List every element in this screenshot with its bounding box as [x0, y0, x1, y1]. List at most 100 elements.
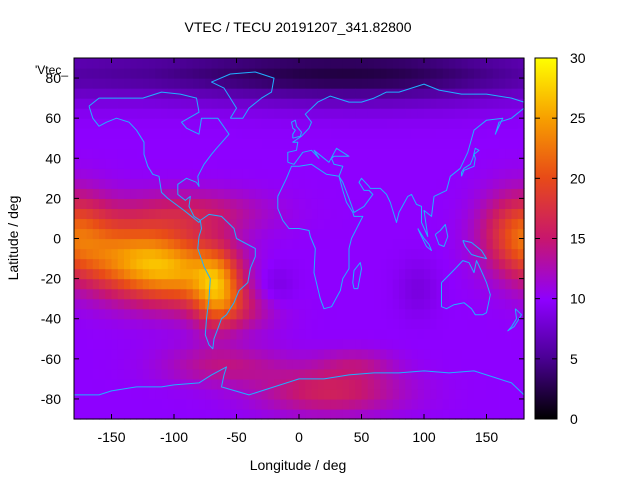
heatmap-cell	[399, 118, 406, 129]
heatmap-cell	[430, 108, 438, 119]
heatmap-cell	[292, 278, 300, 290]
heatmap-cell	[211, 408, 219, 420]
heatmap-cell	[305, 218, 313, 230]
heatmap-cell	[399, 308, 406, 320]
heatmap-cell	[374, 88, 381, 99]
heatmap-cell	[180, 188, 188, 199]
heatmap-cell	[499, 398, 506, 410]
heatmap-cell	[236, 368, 244, 380]
heatmap-cell	[517, 348, 525, 360]
heatmap-cell	[330, 298, 338, 310]
heatmap-cell	[292, 398, 300, 410]
heatmap-cell	[242, 158, 250, 169]
heatmap-cell	[399, 188, 406, 199]
heatmap-cell	[324, 328, 331, 340]
heatmap-cell	[424, 358, 431, 370]
heatmap-cell	[192, 148, 200, 159]
heatmap-cell	[430, 58, 438, 69]
heatmap-cell	[142, 248, 150, 260]
heatmap-cell	[167, 308, 175, 320]
heatmap-cell	[217, 378, 225, 390]
heatmap-cell	[274, 338, 281, 350]
heatmap-cell	[505, 358, 513, 370]
heatmap-cell	[242, 368, 250, 380]
heatmap-cell	[430, 338, 438, 350]
heatmap-cell	[367, 208, 375, 220]
heatmap-cell	[111, 378, 119, 390]
heatmap-cell	[242, 198, 250, 210]
heatmap-cell	[192, 308, 200, 320]
heatmap-cell	[386, 318, 394, 330]
heatmap-cell	[499, 208, 506, 220]
heatmap-cell	[174, 238, 181, 250]
heatmap-cell	[249, 408, 256, 420]
heatmap-cell	[392, 78, 400, 89]
heatmap-cell	[142, 238, 150, 250]
heatmap-cell	[192, 328, 200, 340]
heatmap-cell	[411, 178, 419, 189]
heatmap-cell	[180, 148, 188, 159]
heatmap-cell	[292, 318, 300, 330]
heatmap-cell	[411, 88, 419, 99]
heatmap-cell	[499, 308, 506, 320]
heatmap-cell	[99, 198, 106, 210]
heatmap-cell	[80, 328, 88, 340]
heatmap-cell	[361, 178, 369, 189]
heatmap-cell	[230, 288, 238, 300]
heatmap-cell	[467, 348, 475, 360]
heatmap-cell	[124, 368, 131, 380]
heatmap-cell	[142, 398, 150, 410]
heatmap-cell	[505, 208, 513, 220]
heatmap-cell	[117, 408, 125, 420]
heatmap-cell	[99, 88, 106, 99]
y-tick-label: 60	[45, 110, 61, 126]
heatmap-cell	[117, 288, 125, 300]
heatmap-cell	[417, 158, 425, 169]
heatmap-cell	[286, 368, 294, 380]
heatmap-cell	[161, 128, 169, 139]
heatmap-cell	[130, 298, 138, 310]
heatmap-cell	[392, 118, 400, 129]
heatmap-cell	[192, 168, 200, 179]
heatmap-cell	[261, 368, 269, 380]
heatmap-cell	[505, 398, 513, 410]
heatmap-cell	[430, 128, 438, 139]
heatmap-cell	[405, 248, 413, 260]
heatmap-cell	[455, 248, 463, 260]
heatmap-cell	[236, 118, 244, 129]
heatmap-cell	[230, 238, 238, 250]
heatmap-cell	[286, 198, 294, 210]
heatmap-cell	[505, 198, 513, 210]
heatmap-cell	[249, 138, 256, 149]
heatmap-cell	[455, 378, 463, 390]
heatmap-cell	[192, 378, 200, 390]
heatmap-cell	[274, 348, 281, 360]
heatmap-cell	[417, 368, 425, 380]
heatmap-cell	[399, 268, 406, 280]
heatmap-cell	[217, 328, 225, 340]
heatmap-cell	[105, 408, 113, 420]
heatmap-cell	[186, 238, 194, 250]
heatmap-cell	[155, 318, 163, 330]
heatmap-cell	[86, 138, 94, 149]
heatmap-cell	[492, 148, 500, 159]
heatmap-cell	[311, 58, 319, 69]
y-tick-label: 20	[45, 190, 61, 206]
heatmap-cell	[367, 358, 375, 370]
heatmap-cell	[117, 308, 125, 320]
heatmap-cell	[199, 88, 206, 99]
heatmap-cell	[249, 218, 256, 230]
uk-coast	[291, 119, 302, 139]
heatmap-cell	[199, 388, 206, 400]
heatmap-cell	[299, 128, 306, 139]
heatmap-cell	[386, 288, 394, 300]
heatmap-cell	[474, 358, 481, 370]
heatmap-cell	[186, 88, 194, 99]
heatmap-cell	[511, 308, 519, 320]
heatmap-cell	[192, 278, 200, 290]
heatmap-cell	[449, 68, 456, 79]
heatmap-cell	[86, 388, 94, 400]
heatmap-cell	[399, 138, 406, 149]
heatmap-cell	[336, 198, 344, 210]
heatmap-cell	[486, 318, 494, 330]
